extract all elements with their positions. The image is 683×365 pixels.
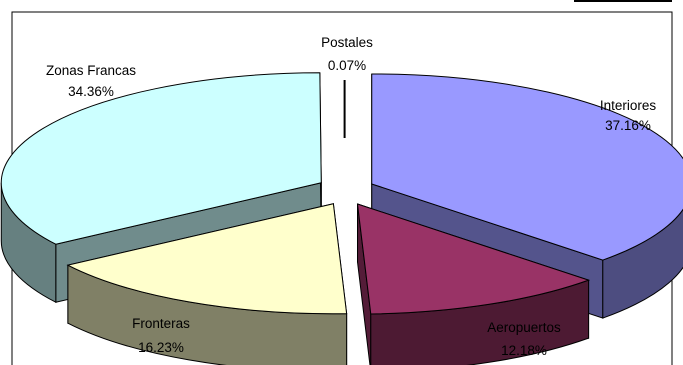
label-name-interiores: Interiores: [600, 98, 657, 113]
plot-area-border-top-tick: [574, 0, 672, 2]
label-name-fronteras: Fronteras: [132, 316, 190, 331]
label-value-postales: 0.07%: [328, 58, 366, 73]
label-name-zonas-francas: Zonas Francas: [46, 63, 136, 78]
label-value-interiores: 37.16%: [605, 118, 651, 133]
pie-slices: [0, 72, 683, 365]
label-name-postales: Postales: [321, 35, 373, 50]
label-value-aeropuertos: 12.18%: [501, 343, 547, 358]
slice-interiores: [371, 73, 683, 261]
slice-zonas-francas: [0, 72, 322, 245]
label-value-fronteras: 16.23%: [138, 340, 184, 355]
label-name-aeropuertos: Aeropuertos: [487, 320, 561, 335]
label-value-zonas-francas: 34.36%: [68, 84, 114, 99]
slice-aeropuertos: [356, 203, 591, 315]
slice-fronteras: [66, 203, 348, 315]
